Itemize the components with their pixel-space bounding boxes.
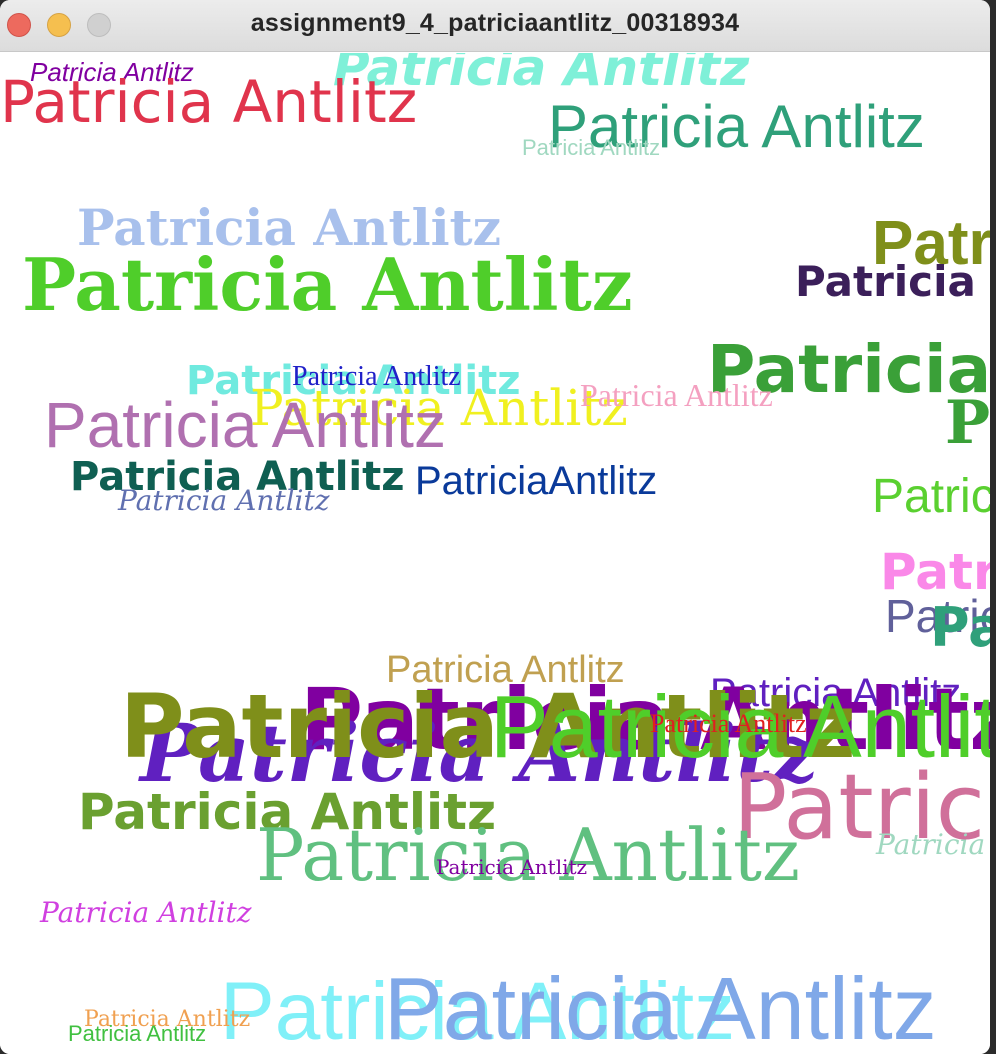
- name-text-21: Patricia Antlitz: [880, 543, 990, 601]
- name-text-20: Patricia Antlitz: [872, 470, 990, 523]
- name-text-7: Patricia Antlitz: [872, 209, 990, 278]
- name-text-39: Patricia Antlitz: [84, 1007, 251, 1032]
- name-text-12: Patricia Antlitz: [292, 361, 461, 392]
- name-text-38: Patricia Antlitz: [384, 959, 937, 1054]
- sketch-canvas[interactable]: Patricia Antlitz Patricia Antlitz Patricia…: [0, 53, 990, 1054]
- name-text-33: Patricia Antlitz: [256, 813, 800, 897]
- name-text-6: Patricia Antlitz: [77, 198, 502, 257]
- name-text-34: Patricia Antlitz: [876, 828, 990, 861]
- window-title: assignment9_4_patriciaantlitz_00318934: [250, 9, 740, 37]
- name-text-36: Patricia Antlitz: [40, 896, 252, 929]
- name-text-8: Patricia Antlitz: [22, 242, 633, 327]
- zoom-button[interactable]: [87, 13, 111, 37]
- name-text-16: Patricia Antlitz: [945, 388, 990, 458]
- name-text-22: Patricia Antlitz: [885, 590, 990, 642]
- name-text-10: Patricia Antlitz: [707, 331, 990, 408]
- name-text-19: Patricia Antlitz: [118, 484, 330, 517]
- name-text-11: Patricia Antlitz: [186, 358, 521, 404]
- name-text-13: Patricia Antlitz: [250, 379, 628, 437]
- name-text-29: Patricia Antlitz: [490, 677, 990, 776]
- name-text-35: Patricia Antlitz: [436, 855, 588, 879]
- name-text-1: Patricia Antlitz: [30, 57, 194, 87]
- close-button[interactable]: [7, 13, 31, 37]
- name-text-40: Patricia Antlitz: [68, 1021, 207, 1046]
- name-text-28: Patricia Antlitz: [120, 675, 856, 778]
- minimize-button[interactable]: [47, 13, 71, 37]
- name-text-4: Patricia Antlitz: [548, 93, 925, 160]
- name-text-3: Patricia Antlitz: [0, 68, 418, 136]
- name-text-27: Patricia Antlitz: [140, 706, 819, 800]
- name-text-23: Patricia Antlitz: [930, 596, 990, 659]
- name-text-31: Patricia Antlitz: [733, 755, 990, 860]
- name-text-18: PatriciaAntlitz: [415, 459, 658, 503]
- name-text-17: Patricia Antlitz: [70, 454, 405, 500]
- name-text-24: Patricia Antlitz: [386, 649, 625, 691]
- name-text-26: Patricia Antlitz: [300, 670, 990, 770]
- name-text-2: Patricia Antlitz: [333, 53, 750, 97]
- name-text-14: Patricia Antlitz: [580, 377, 773, 413]
- name-text-5: Patricia Antlitz: [522, 135, 661, 160]
- name-text-9: Patricia Antlitz: [795, 257, 990, 306]
- window-edge: [990, 0, 996, 1054]
- title-bar[interactable]: assignment9_4_patriciaantlitz_00318934: [0, 0, 990, 52]
- name-text-30: Patricia Antlitz: [650, 709, 807, 738]
- name-text-15: Patricia Antlitz: [44, 389, 446, 461]
- name-text-32: Patricia Antlitz: [78, 783, 497, 841]
- name-text-37: Patricia Antlitz: [220, 966, 735, 1054]
- name-text-25: Patricia Antlitz: [710, 671, 962, 715]
